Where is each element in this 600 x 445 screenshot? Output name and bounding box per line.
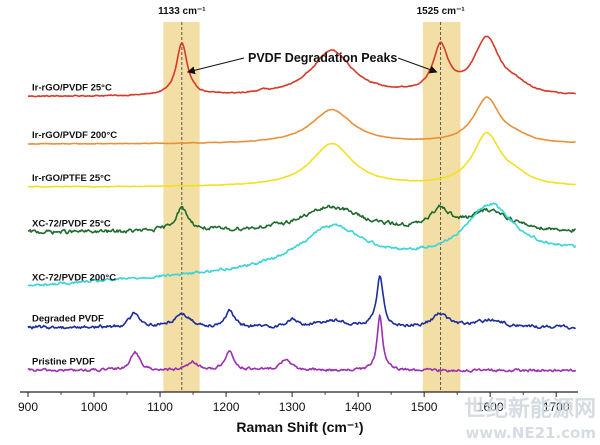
x-tick-label-1700: 1700 (543, 400, 570, 414)
x-tick-label-1600: 1600 (477, 400, 504, 414)
trace-4 (27, 202, 577, 287)
series-label-1: Ir-rGO/PVDF 200°C (32, 130, 117, 141)
highlight-bands (163, 22, 461, 392)
watermark-url: www.NE21.com (465, 424, 596, 442)
x-tick-label-1400: 1400 (345, 400, 372, 414)
trace-1 (27, 96, 576, 145)
x-tick-label-1300: 1300 (279, 400, 306, 414)
trace-5 (27, 275, 576, 330)
band-label-1: 1525 cm⁻¹ (417, 6, 466, 17)
x-tick-label-1200: 1200 (213, 400, 240, 414)
trace-3 (27, 204, 576, 235)
watermark: 世纪新能源网 www.NE21.com (464, 396, 596, 442)
series-label-0: Ir-rGO/PVDF 25°C (32, 83, 112, 94)
series-label-6: Pristine PVDF (32, 356, 95, 367)
x-axis: 900 1000 1100 1200 1300 1400 1500 1600 1700 (18, 391, 578, 414)
band-label-0: 1133 cm⁻¹ (158, 6, 206, 17)
x-axis-label: Raman Shift (cm⁻¹) (236, 419, 363, 435)
degradation-annotation: PVDF Degradation Peaks (186, 51, 438, 75)
trace-6 (27, 314, 577, 373)
spectra-traces (27, 35, 577, 373)
series-label-3: XC-72/PVDF 25°C (32, 218, 111, 229)
watermark-cn: 世纪新能源网 (464, 396, 596, 422)
x-tick-label-1500: 1500 (411, 400, 438, 414)
series-label-4: XC-72/PVDF 200°C (32, 273, 116, 284)
series-label-5: Degraded PVDF (32, 313, 104, 324)
x-tick-label-1100: 1100 (147, 400, 173, 414)
series-label-2: Ir-rGO/PTFE 25°C (32, 173, 111, 184)
x-tick-label-900: 900 (18, 400, 38, 414)
annotation-arrow-left (186, 57, 245, 75)
trace-0 (27, 35, 576, 98)
trace-2 (27, 131, 576, 188)
annotation-arrow-right (397, 57, 438, 74)
series-labels: Ir-rGO/PVDF 25°C Ir-rGO/PVDF 200°C Ir-rGO/… (32, 83, 117, 368)
annotation-text: PVDF Degradation Peaks (248, 51, 397, 65)
x-tick-label-1000: 1000 (81, 400, 108, 414)
